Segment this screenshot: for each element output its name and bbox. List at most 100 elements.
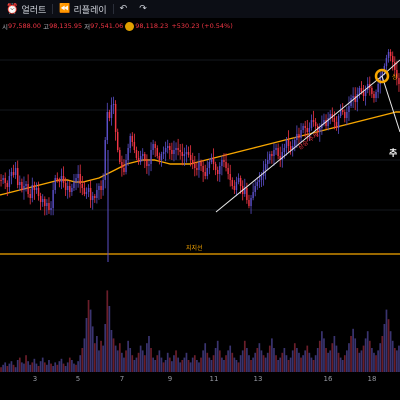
volume-bar bbox=[43, 362, 46, 372]
volume-bar bbox=[302, 355, 304, 372]
candle-body bbox=[352, 96, 354, 98]
undo-button[interactable]: ↶ bbox=[114, 0, 134, 18]
candle-body bbox=[223, 160, 225, 162]
candle-body bbox=[37, 188, 40, 196]
chart-grid bbox=[0, 59, 400, 211]
volume-bar bbox=[360, 350, 363, 372]
candle-body bbox=[266, 160, 269, 164]
candle-body bbox=[64, 183, 67, 190]
volume-bar bbox=[158, 350, 161, 372]
candle-body bbox=[16, 168, 19, 185]
volume-bar bbox=[156, 355, 159, 372]
candle-body bbox=[81, 184, 84, 188]
volume-bar bbox=[225, 355, 227, 372]
candle-body bbox=[287, 140, 290, 146]
volume-bar bbox=[227, 350, 229, 372]
redo-button[interactable]: ↷ bbox=[133, 0, 153, 18]
candle-body bbox=[169, 146, 171, 150]
candle-body bbox=[152, 144, 154, 150]
candle-body bbox=[371, 88, 373, 94]
candle-body bbox=[139, 156, 142, 162]
candle-body bbox=[110, 105, 113, 118]
volume-bar bbox=[33, 358, 36, 372]
volume-bar bbox=[385, 309, 388, 372]
candle-body bbox=[323, 120, 325, 124]
volume-bar bbox=[346, 350, 348, 372]
volume-bar bbox=[273, 348, 275, 372]
volume-bar bbox=[75, 364, 77, 372]
volume-bar bbox=[216, 340, 219, 372]
candle-body bbox=[264, 164, 267, 170]
downtrend-line[interactable] bbox=[381, 75, 400, 133]
alert-button[interactable]: ⏰ 얼러트 bbox=[0, 0, 52, 18]
replay-button[interactable]: ⏪ 리플레이 bbox=[53, 0, 112, 18]
volume-bar bbox=[114, 345, 117, 372]
volume-bar bbox=[318, 340, 321, 372]
candle-body bbox=[27, 184, 29, 194]
volume-bar bbox=[183, 357, 186, 372]
uptrend-line[interactable] bbox=[215, 75, 383, 213]
volume-bar bbox=[148, 336, 150, 372]
volume-bar bbox=[271, 338, 273, 372]
candle-body bbox=[23, 186, 25, 190]
volume-bar bbox=[254, 352, 257, 372]
volume-bar bbox=[358, 352, 361, 372]
volume-bar bbox=[339, 357, 342, 372]
candle-body bbox=[179, 150, 181, 152]
candle-body bbox=[189, 155, 192, 160]
volume-bar bbox=[237, 362, 240, 372]
volume-bar bbox=[179, 362, 182, 372]
candle-body bbox=[196, 168, 198, 170]
volume-bar bbox=[246, 348, 248, 372]
candle-body bbox=[216, 170, 219, 174]
candle-body bbox=[387, 52, 390, 58]
candle-body bbox=[208, 162, 211, 168]
volume-bar bbox=[100, 340, 102, 372]
volume-bar bbox=[325, 348, 327, 372]
volume-bar bbox=[175, 350, 177, 372]
pivot-marker[interactable] bbox=[374, 68, 390, 84]
candle-body bbox=[335, 122, 338, 128]
candle-body bbox=[394, 62, 396, 70]
volume-bar bbox=[4, 362, 7, 372]
candle-body bbox=[356, 94, 359, 102]
candle-body bbox=[254, 186, 256, 192]
volume-bar bbox=[93, 343, 96, 372]
volume-bar bbox=[73, 363, 75, 372]
candle-body bbox=[252, 192, 254, 198]
open-label: 시 bbox=[2, 23, 8, 31]
volume-bar bbox=[143, 355, 146, 372]
volume-bar bbox=[14, 367, 17, 372]
volume-bar bbox=[25, 355, 27, 372]
candle-body bbox=[19, 182, 21, 185]
candle-body bbox=[341, 110, 344, 112]
candle-body bbox=[227, 168, 229, 174]
candle-body bbox=[321, 124, 323, 128]
volume-bar bbox=[0, 367, 2, 372]
volume-bar bbox=[98, 350, 100, 372]
volume-bar bbox=[373, 352, 375, 372]
volume-bar bbox=[391, 340, 394, 372]
volume-bar bbox=[23, 363, 25, 372]
volume-bar bbox=[177, 357, 179, 372]
volume-bar bbox=[262, 355, 265, 372]
volume-bar bbox=[266, 352, 269, 372]
volume-bar bbox=[239, 355, 242, 372]
volume-bar bbox=[362, 345, 365, 372]
candle-body bbox=[385, 58, 388, 66]
trend-line-right-up[interactable] bbox=[381, 59, 400, 77]
candle-body bbox=[398, 78, 400, 84]
volume-bar bbox=[258, 343, 261, 372]
volume-bar bbox=[112, 338, 115, 372]
candle-body bbox=[112, 104, 115, 105]
candle-body bbox=[141, 154, 144, 156]
volume-bar bbox=[10, 361, 13, 372]
volume-bar bbox=[62, 363, 65, 372]
candle-body bbox=[244, 188, 246, 194]
volume-bar bbox=[364, 338, 367, 372]
candle-body bbox=[119, 150, 121, 162]
volume-bar bbox=[56, 364, 59, 372]
candle-body bbox=[156, 148, 159, 156]
volume-bar bbox=[118, 343, 121, 372]
